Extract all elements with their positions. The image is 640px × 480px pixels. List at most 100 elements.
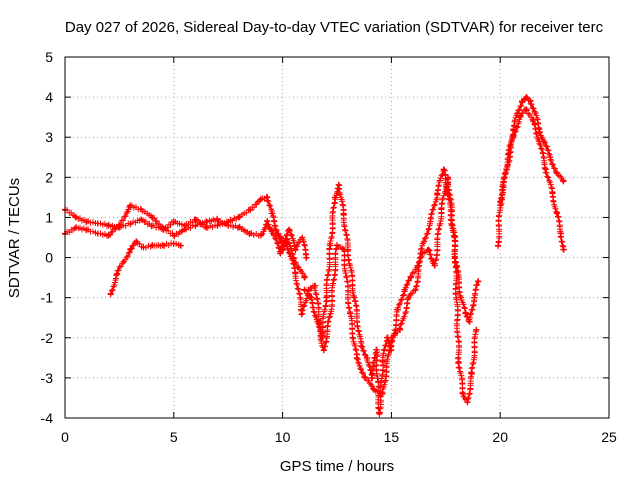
- data-point: [94, 220, 101, 227]
- data-point: [140, 244, 147, 251]
- series-branch-g: [497, 106, 567, 253]
- x-tick-label: 10: [275, 429, 291, 445]
- data-point: [107, 290, 114, 297]
- data-point: [268, 226, 275, 233]
- data-point: [495, 242, 502, 249]
- data-point: [203, 224, 210, 231]
- data-point: [149, 222, 156, 229]
- data-point: [468, 370, 475, 377]
- data-point: [257, 232, 264, 239]
- data-point: [351, 294, 358, 301]
- data-point: [503, 166, 510, 173]
- data-point: [523, 94, 530, 101]
- data-point: [246, 206, 253, 213]
- data-point: [105, 232, 112, 239]
- data-point: [301, 274, 308, 281]
- data-point: [138, 216, 145, 223]
- data-point: [427, 218, 434, 225]
- data-point: [170, 218, 177, 225]
- data-point: [549, 190, 556, 197]
- data-point: [558, 230, 565, 237]
- data-point: [353, 354, 360, 361]
- data-point: [505, 150, 512, 157]
- data-point: [401, 286, 408, 293]
- data-point: [466, 318, 473, 325]
- data-point: [133, 238, 140, 245]
- series-branch-c: [107, 238, 184, 298]
- data-point: [379, 358, 386, 365]
- data-point: [331, 194, 338, 201]
- data-point: [83, 218, 90, 225]
- data-point: [440, 166, 447, 173]
- data-point: [236, 214, 243, 221]
- data-point: [192, 222, 199, 229]
- data-point: [347, 310, 354, 317]
- data-point: [455, 358, 462, 365]
- data-point: [460, 390, 467, 397]
- data-point: [327, 242, 334, 249]
- data-point: [116, 222, 123, 229]
- data-point: [362, 374, 369, 381]
- data-point: [127, 202, 134, 209]
- y-tick-label: 0: [45, 250, 53, 266]
- data-point: [292, 246, 299, 253]
- data-point: [214, 222, 221, 229]
- data-point: [286, 226, 293, 233]
- data-point: [297, 266, 304, 273]
- data-point: [303, 254, 310, 261]
- series-layer: [62, 94, 567, 417]
- data-point: [444, 174, 451, 181]
- x-tick-label: 15: [384, 429, 400, 445]
- data-point: [523, 106, 530, 113]
- data-point: [314, 318, 321, 325]
- data-point: [475, 278, 482, 285]
- y-tick-label: 2: [45, 169, 53, 185]
- y-axis-label: SDTVAR / TECUs: [6, 178, 23, 298]
- data-point: [407, 274, 414, 281]
- data-point: [394, 306, 401, 313]
- series-markers: [497, 106, 567, 253]
- data-point: [560, 178, 567, 185]
- x-tick-label: 25: [601, 429, 617, 445]
- data-point: [497, 198, 504, 205]
- y-tick-label: -3: [41, 370, 54, 386]
- data-point: [373, 346, 380, 353]
- chart-title: Day 027 of 2026, Sidereal Day-to-day VTE…: [65, 19, 604, 36]
- data-point: [510, 134, 517, 141]
- data-point: [114, 270, 121, 277]
- data-point: [149, 214, 156, 221]
- data-point: [72, 224, 79, 231]
- data-point: [264, 218, 271, 225]
- data-point: [327, 310, 334, 317]
- data-point: [127, 246, 134, 253]
- data-point: [320, 346, 327, 353]
- y-tick-label: -1: [41, 290, 54, 306]
- data-point: [451, 234, 458, 241]
- data-point: [94, 230, 101, 237]
- data-point: [438, 206, 445, 213]
- y-tick-label: 5: [45, 49, 53, 65]
- data-point: [105, 222, 112, 229]
- x-tick-label: 5: [170, 429, 178, 445]
- data-point: [214, 216, 221, 223]
- y-tick-label: 4: [45, 89, 53, 105]
- data-point: [425, 246, 432, 253]
- data-point: [547, 154, 554, 161]
- data-point: [536, 138, 543, 145]
- data-point: [464, 398, 471, 405]
- data-point: [334, 242, 340, 249]
- data-point: [405, 294, 412, 301]
- y-tick-label: 1: [45, 209, 53, 225]
- data-point: [340, 246, 347, 253]
- data-point: [192, 216, 199, 223]
- data-point: [120, 258, 127, 265]
- data-point: [283, 240, 290, 247]
- data-point: [560, 246, 567, 253]
- data-point: [277, 250, 284, 257]
- data-point: [431, 262, 438, 269]
- series-branch-d: [268, 166, 482, 417]
- data-point: [257, 196, 264, 203]
- data-point: [299, 234, 306, 241]
- data-point: [83, 226, 90, 233]
